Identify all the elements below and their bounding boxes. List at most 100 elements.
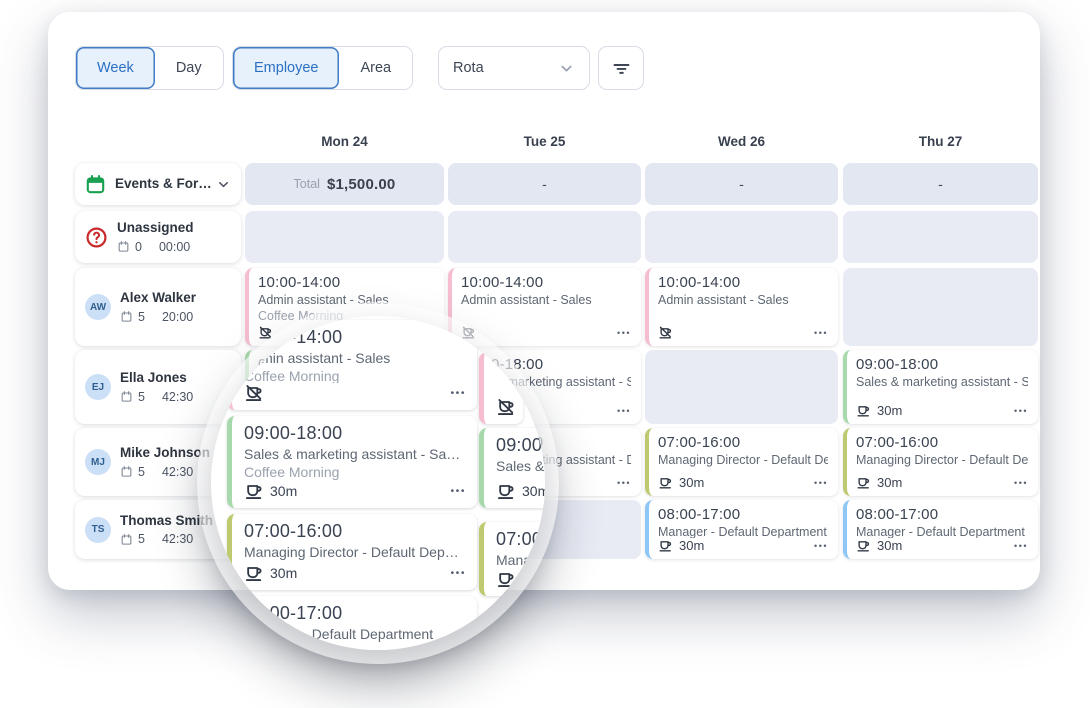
calendar-icon — [120, 533, 133, 546]
shift-options-button[interactable]: ••• — [617, 477, 631, 488]
shift-options-button[interactable]: ••• — [1014, 540, 1028, 551]
total-label: Total — [293, 177, 320, 191]
employee-shift-count: 5 — [138, 464, 145, 479]
shift-role: Manager - Default Department — [244, 626, 434, 642]
employee-shift-count: 5 — [138, 389, 145, 404]
shift-card-thu-mike[interactable]: 07:00-16:00 Managing Director - Default … — [843, 428, 1038, 496]
shift-role: Admin assistant - Sales — [461, 293, 592, 307]
sidebar-row-employee[interactable]: EJ Ella Jones 5 42:30 — [75, 350, 241, 424]
total-cell-wed: - — [645, 163, 838, 205]
view-toggle-week[interactable]: Week — [76, 47, 155, 89]
break-cup-icon — [496, 481, 516, 501]
shift-card-wed-thomas[interactable]: 08:00-17:00 Manager - Default Department… — [645, 500, 838, 559]
shift-role: Managing Director - Default Dep… — [658, 453, 828, 467]
lens-shift-card-mon-thomas: 08:00-17:00 Manager - Default Department… — [227, 596, 477, 650]
day-header-wed: Wed 26 — [717, 134, 766, 149]
group-toggle-employee[interactable]: Employee — [233, 47, 340, 89]
employee-hours: 42:30 — [161, 464, 194, 479]
avatar: AW — [85, 294, 111, 320]
day-header-mon: Mon 24 — [321, 134, 368, 149]
shift-options-button[interactable]: ••• — [814, 540, 828, 551]
view-toggle-day[interactable]: Day — [154, 47, 223, 89]
events-forecasts-dropdown[interactable]: Events & For… — [75, 163, 241, 205]
shift-card-thu-ella[interactable]: 09:00-18:00 Sales & marketing assistant … — [843, 350, 1038, 424]
shift-options-button: ••• — [450, 387, 466, 399]
shift-options-button: ••• — [450, 567, 466, 579]
empty-slot-wed-unassigned[interactable] — [645, 211, 838, 263]
shift-options-button[interactable]: ••• — [1014, 477, 1028, 488]
break-duration: 30m — [877, 538, 903, 553]
lens-fragment-tue-mike: 09:00-18:00 Sales & marketing assistant … — [479, 428, 545, 508]
empty-slot-wed-ella[interactable] — [645, 350, 838, 424]
employee-name: Alex Walker — [120, 290, 197, 306]
break-cup-icon — [244, 481, 264, 501]
sidebar-row-employee[interactable]: AW Alex Walker 5 20:00 — [75, 268, 241, 346]
empty-slot-mon-unassigned[interactable] — [245, 211, 444, 263]
shift-event: Coffee Morning — [244, 367, 340, 384]
employee-name: Ella Jones — [120, 370, 187, 386]
employee-shift-count: 5 — [138, 309, 145, 324]
sidebar-row-unassigned[interactable]: Unassigned 0 00:00 — [75, 211, 241, 263]
break-duration: 30m — [522, 571, 545, 587]
break-cup-icon — [856, 403, 871, 418]
calendar-icon — [117, 240, 130, 253]
calendar-icon — [120, 465, 133, 478]
empty-slot-tue-unassigned[interactable] — [448, 211, 641, 263]
shift-time: 08:00-17:00 — [856, 506, 939, 523]
employee-name: Mike Johnson — [120, 445, 211, 461]
shift-options-button[interactable]: ••• — [1014, 405, 1028, 416]
unassigned-hours: 00:00 — [158, 239, 191, 254]
shift-card-thu-thomas[interactable]: 08:00-17:00 Manager - Default Department… — [843, 500, 1038, 559]
shift-time: 07:00-16:00 — [658, 434, 741, 451]
shift-time: 10:00-14:00 — [258, 274, 341, 291]
calendar-icon — [120, 390, 133, 403]
shift-card-wed-mike[interactable]: 07:00-16:00 Managing Director - Default … — [645, 428, 838, 496]
break-cup-icon — [244, 645, 264, 650]
shift-options-button[interactable]: ••• — [617, 327, 631, 338]
break-duration: 30m — [679, 475, 705, 490]
lens-fragment-tue-thomas: 07:00-16:00 Managing Director - Default … — [479, 522, 545, 596]
shift-time: 08:00-17:00 — [244, 603, 343, 623]
shift-time: 07:00-16:00 — [244, 521, 343, 541]
break-duration: 30m — [270, 483, 298, 499]
shift-options-button[interactable]: ••• — [814, 327, 828, 338]
break-cup-icon — [658, 475, 673, 490]
empty-slot-thu-alex[interactable] — [843, 268, 1038, 346]
shift-time: 10:00-14:00 — [658, 274, 741, 291]
no-breaks-icon — [658, 325, 673, 340]
break-duration: 30m — [522, 483, 545, 499]
break-duration: 30m — [877, 475, 903, 490]
empty-slot-thu-unassigned[interactable] — [843, 211, 1038, 263]
filter-button[interactable] — [598, 46, 644, 90]
shift-role: Manager - Default Department — [658, 525, 827, 538]
shift-role: Admin assistant - Sales — [258, 293, 389, 307]
rota-select[interactable]: Rota — [438, 46, 590, 90]
lens-shift-card-mon-ella: 09:00-18:00 Sales & marketing assistant … — [227, 416, 477, 508]
no-breaks-icon — [244, 383, 264, 403]
chevron-down-icon — [216, 177, 231, 192]
group-toggle-area[interactable]: Area — [339, 47, 413, 89]
break-cup-icon — [856, 475, 871, 490]
shift-role: Managing Director - Default Dep… — [496, 552, 545, 568]
break-duration: 30m — [270, 647, 297, 650]
view-toggle: Week Day — [75, 46, 224, 90]
shift-options-button: ••• — [450, 485, 466, 497]
shift-role: Managing Director - Default Dep… — [244, 544, 459, 560]
shift-card-tue-alex[interactable]: 10:00-14:00 Admin assistant - Sales ••• — [448, 268, 641, 346]
shift-options-button[interactable]: ••• — [617, 405, 631, 416]
shift-time: 09:00-18:00 — [856, 356, 939, 373]
shift-role: Admin assistant - Sales — [244, 350, 391, 366]
lens-shift-card-mon-alex: 10:00-14:00 Admin assistant - Sales Coff… — [227, 320, 477, 410]
shift-card-wed-alex[interactable]: 10:00-14:00 Admin assistant - Sales ••• — [645, 268, 838, 346]
total-cell-tue: - — [448, 163, 641, 205]
shift-time: 07:00-16:00 — [856, 434, 939, 451]
shift-time: 08:00-17:00 — [658, 506, 741, 523]
break-duration: 30m — [679, 538, 705, 553]
sidebar-row-employee[interactable]: TS Thomas Smith 5 42:30 — [75, 500, 241, 559]
break-cup-icon — [658, 538, 673, 553]
unassigned-name: Unassigned — [117, 220, 194, 236]
shift-options-button[interactable]: ••• — [814, 477, 828, 488]
break-duration: 30m — [877, 403, 903, 418]
rota-select-value: Rota — [453, 60, 484, 76]
avatar: TS — [85, 516, 111, 543]
